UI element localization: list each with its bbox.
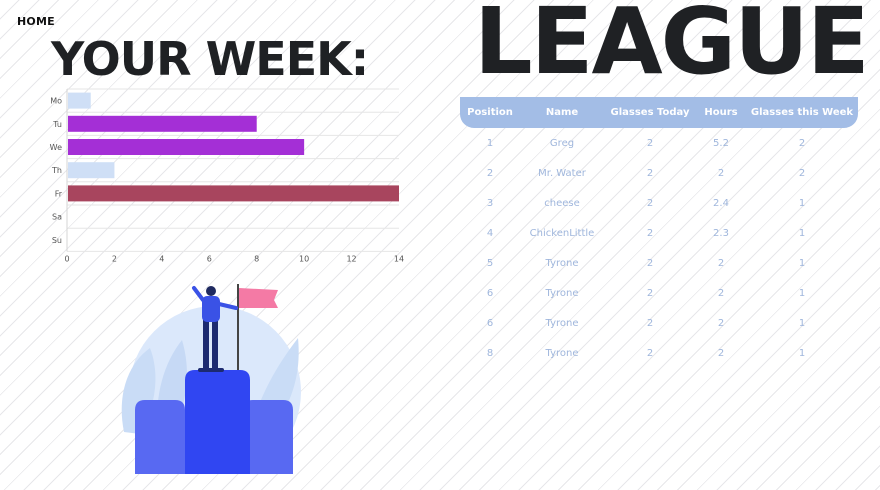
chart-category-label: Su xyxy=(52,236,62,245)
chart-x-tick: 4 xyxy=(159,254,164,263)
table-cell: 2 xyxy=(717,287,725,299)
table-cell: Tyrone xyxy=(545,347,579,359)
table-row: 2 Mr. Water 2 2 2 xyxy=(460,158,858,188)
table-cell: 2 xyxy=(717,257,725,269)
chart-bar-tu xyxy=(68,115,257,132)
table-cell: 4 xyxy=(486,227,494,239)
table-cell: 8 xyxy=(486,347,494,359)
table-cell: 2 xyxy=(646,347,654,359)
league-table-header: Position Name Glasses Today Hours Glasses th… xyxy=(460,97,858,128)
home-link[interactable]: HOME xyxy=(17,15,55,28)
table-cell: 1 xyxy=(798,197,806,209)
chart-category-label: Sa xyxy=(52,213,62,222)
chart-x-tick: 8 xyxy=(254,254,259,263)
chart-category-label: Mo xyxy=(50,97,62,106)
table-cell: Tyrone xyxy=(545,317,579,329)
column-header: Name xyxy=(545,107,579,118)
table-cell: 2 xyxy=(486,167,494,179)
your-week-heading: YOUR WEEK: xyxy=(51,32,369,86)
chart-x-tick: 10 xyxy=(299,254,309,263)
table-row: 8 Tyrone 2 2 1 xyxy=(460,338,858,368)
column-header: Hours xyxy=(704,107,738,118)
table-cell: 2 xyxy=(646,227,654,239)
chart-bar-fr xyxy=(68,185,399,202)
table-cell: 5.2 xyxy=(713,137,729,149)
table-cell: 2 xyxy=(646,167,654,179)
chart-bar-th xyxy=(68,162,115,179)
table-row: 5 Tyrone 2 2 1 xyxy=(460,248,858,278)
chart-category-label: Tu xyxy=(52,120,62,129)
table-cell: 2.3 xyxy=(713,227,729,239)
table-cell: Mr. Water xyxy=(538,167,586,179)
chart-x-tick: 14 xyxy=(394,254,404,263)
chart-category-label: Th xyxy=(51,166,62,175)
chart-bar-mo xyxy=(68,92,91,109)
podium-winner-icon xyxy=(121,284,301,474)
table-row: 3 cheese 2 2.4 1 xyxy=(460,188,858,218)
table-cell: 2 xyxy=(717,317,725,329)
table-row: 6 Tyrone 2 2 1 xyxy=(460,308,858,338)
table-cell: 2.4 xyxy=(713,197,729,209)
table-cell: 2 xyxy=(798,167,806,179)
table-cell: 2 xyxy=(646,317,654,329)
chart-x-tick: 2 xyxy=(112,254,117,263)
table-cell: 1 xyxy=(798,227,806,239)
chart-x-tick: 12 xyxy=(346,254,356,263)
table-cell: 6 xyxy=(486,287,494,299)
chart-category-label: We xyxy=(50,143,62,152)
table-row: 1 Greg 2 5.2 2 xyxy=(460,128,858,158)
table-cell: 2 xyxy=(646,257,654,269)
league-heading: LEAGUE xyxy=(474,0,870,95)
table-cell: 1 xyxy=(798,287,806,299)
table-cell: cheese xyxy=(544,197,580,209)
table-cell: 2 xyxy=(646,197,654,209)
weekly-bar-chart: Mo Tu We Th Fr Sa Su0 2 4 6 8 10 12 14 xyxy=(50,88,404,263)
table-cell: 6 xyxy=(486,317,494,329)
league-table: Position Name Glasses Today Hours Glasses th… xyxy=(460,97,858,368)
table-cell: 2 xyxy=(798,137,806,149)
league-table-body: 1 Greg 2 5.2 2 2 Mr. Water 2 2 2 3 cheese 2 2.4 1 4 Chic… xyxy=(460,128,858,368)
column-header: Position xyxy=(467,107,513,118)
table-cell: 1 xyxy=(798,257,806,269)
table-cell: 2 xyxy=(717,167,725,179)
table-cell: 3 xyxy=(486,197,494,209)
chart-bar-we xyxy=(68,139,305,155)
table-row: 6 Tyrone 2 2 1 xyxy=(460,278,858,308)
column-header: Glasses this Week xyxy=(750,107,854,118)
table-cell: 2 xyxy=(717,347,725,359)
table-cell: Greg xyxy=(549,137,575,149)
table-cell: 1 xyxy=(798,347,806,359)
table-row: 4 ChickenLittle 2 2.3 1 xyxy=(460,218,858,248)
chart-x-tick: 0 xyxy=(64,254,69,263)
chart-category-label: Fr xyxy=(55,189,63,198)
table-cell: 2 xyxy=(646,137,654,149)
table-cell: 5 xyxy=(486,257,494,269)
table-cell: 1 xyxy=(798,317,806,329)
column-header: Glasses Today xyxy=(610,107,690,118)
chart-x-tick: 6 xyxy=(207,254,212,263)
table-cell: 2 xyxy=(646,287,654,299)
table-cell: Tyrone xyxy=(545,257,579,269)
table-cell: ChickenLittle xyxy=(529,227,595,239)
table-cell: 1 xyxy=(486,137,494,149)
table-cell: Tyrone xyxy=(545,287,579,299)
